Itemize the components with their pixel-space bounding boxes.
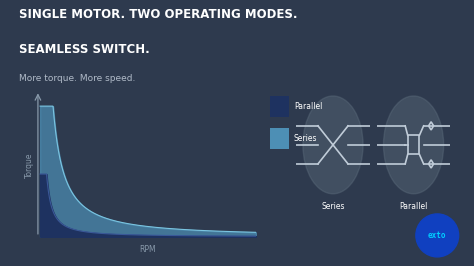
Text: Series: Series bbox=[321, 202, 345, 211]
Text: Parallel: Parallel bbox=[400, 202, 428, 211]
Text: More torque. More speed.: More torque. More speed. bbox=[19, 74, 136, 84]
Text: Series: Series bbox=[294, 134, 318, 143]
Circle shape bbox=[383, 96, 444, 194]
Text: Parallel: Parallel bbox=[294, 102, 322, 111]
Text: Torque: Torque bbox=[25, 152, 34, 178]
Text: RPM: RPM bbox=[140, 245, 156, 253]
Text: SINGLE MOTOR. TWO OPERATING MODES.: SINGLE MOTOR. TWO OPERATING MODES. bbox=[19, 8, 298, 21]
Circle shape bbox=[416, 214, 459, 257]
Circle shape bbox=[303, 96, 363, 194]
Text: SEAMLESS SWITCH.: SEAMLESS SWITCH. bbox=[19, 43, 150, 56]
Text: exto: exto bbox=[428, 231, 447, 240]
